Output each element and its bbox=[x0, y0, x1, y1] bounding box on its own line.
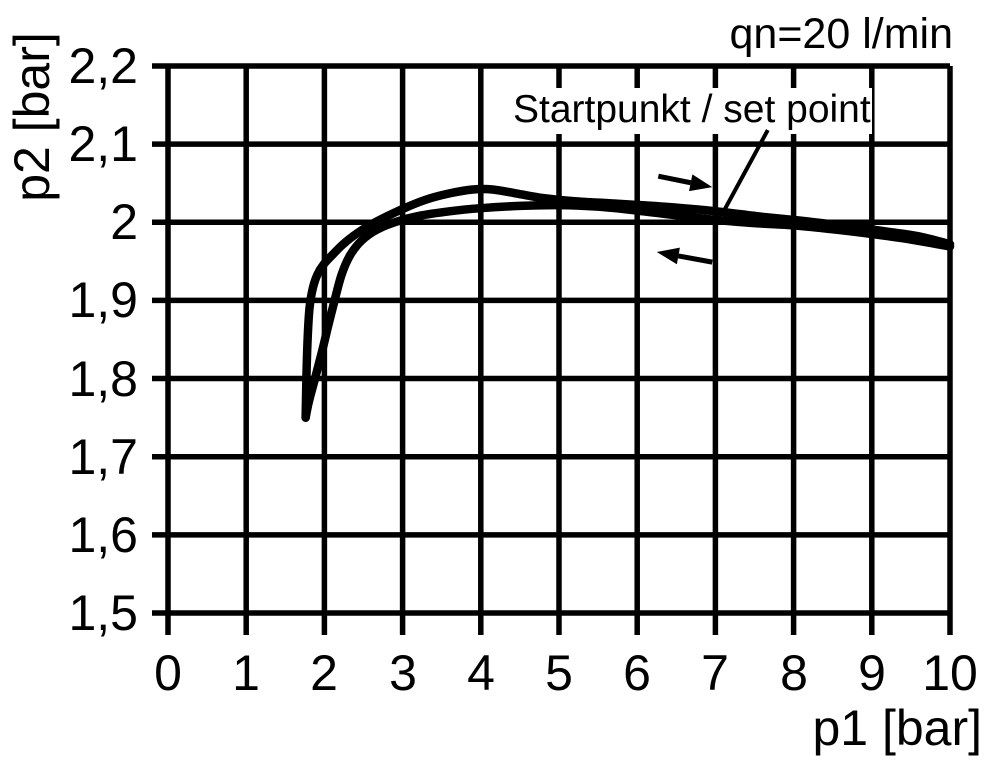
forward-direction-arrow-head bbox=[689, 174, 713, 192]
y-tick-label: 1,9 bbox=[68, 272, 138, 328]
x-tick-label: 9 bbox=[858, 645, 886, 701]
x-tick-label: 1 bbox=[232, 645, 260, 701]
y-tick-label: 2,2 bbox=[68, 38, 138, 94]
x-tick-label: 4 bbox=[467, 645, 495, 701]
x-axis-title: p1 [bar] bbox=[812, 700, 982, 756]
y-tick-label: 1,5 bbox=[68, 585, 138, 641]
x-tick-label: 3 bbox=[389, 645, 417, 701]
x-tick-label: 6 bbox=[623, 645, 651, 701]
text-layer: 2,2 2,1 2 1,9 1,8 1,7 1,6 1,5 0 1 2 3 4 … bbox=[4, 10, 982, 756]
forward-direction-arrow-shaft bbox=[657, 173, 692, 186]
y-axis-title: p2 [bar] bbox=[4, 32, 60, 202]
return-direction-arrow-head bbox=[656, 247, 680, 265]
curve-left bbox=[301, 200, 955, 422]
x-tick-label: 8 bbox=[780, 645, 808, 701]
x-tick-label: 5 bbox=[545, 645, 573, 701]
setpoint-label-background bbox=[505, 88, 872, 134]
y-tick-label: 2,1 bbox=[68, 116, 138, 172]
x-tick-label: 10 bbox=[922, 645, 978, 701]
set-point-pointer-line bbox=[721, 129, 770, 214]
y-tick-label: 1,7 bbox=[68, 429, 138, 485]
curve-layer bbox=[301, 129, 955, 422]
x-tick-label: 2 bbox=[310, 645, 338, 701]
flow-rate-label: qn=20 l/min bbox=[729, 10, 953, 58]
set-point-label: Startpunkt / set point bbox=[513, 88, 871, 131]
x-tick-label: 7 bbox=[701, 645, 729, 701]
return-direction-arrow-shaft bbox=[677, 253, 713, 265]
y-tick-label: 2 bbox=[110, 194, 138, 250]
curve-right bbox=[301, 184, 955, 422]
x-tick-label: 0 bbox=[154, 645, 182, 701]
y-tick-label: 1,6 bbox=[68, 507, 138, 563]
grid-layer bbox=[152, 63, 953, 635]
y-tick-label: 1,8 bbox=[68, 351, 138, 407]
